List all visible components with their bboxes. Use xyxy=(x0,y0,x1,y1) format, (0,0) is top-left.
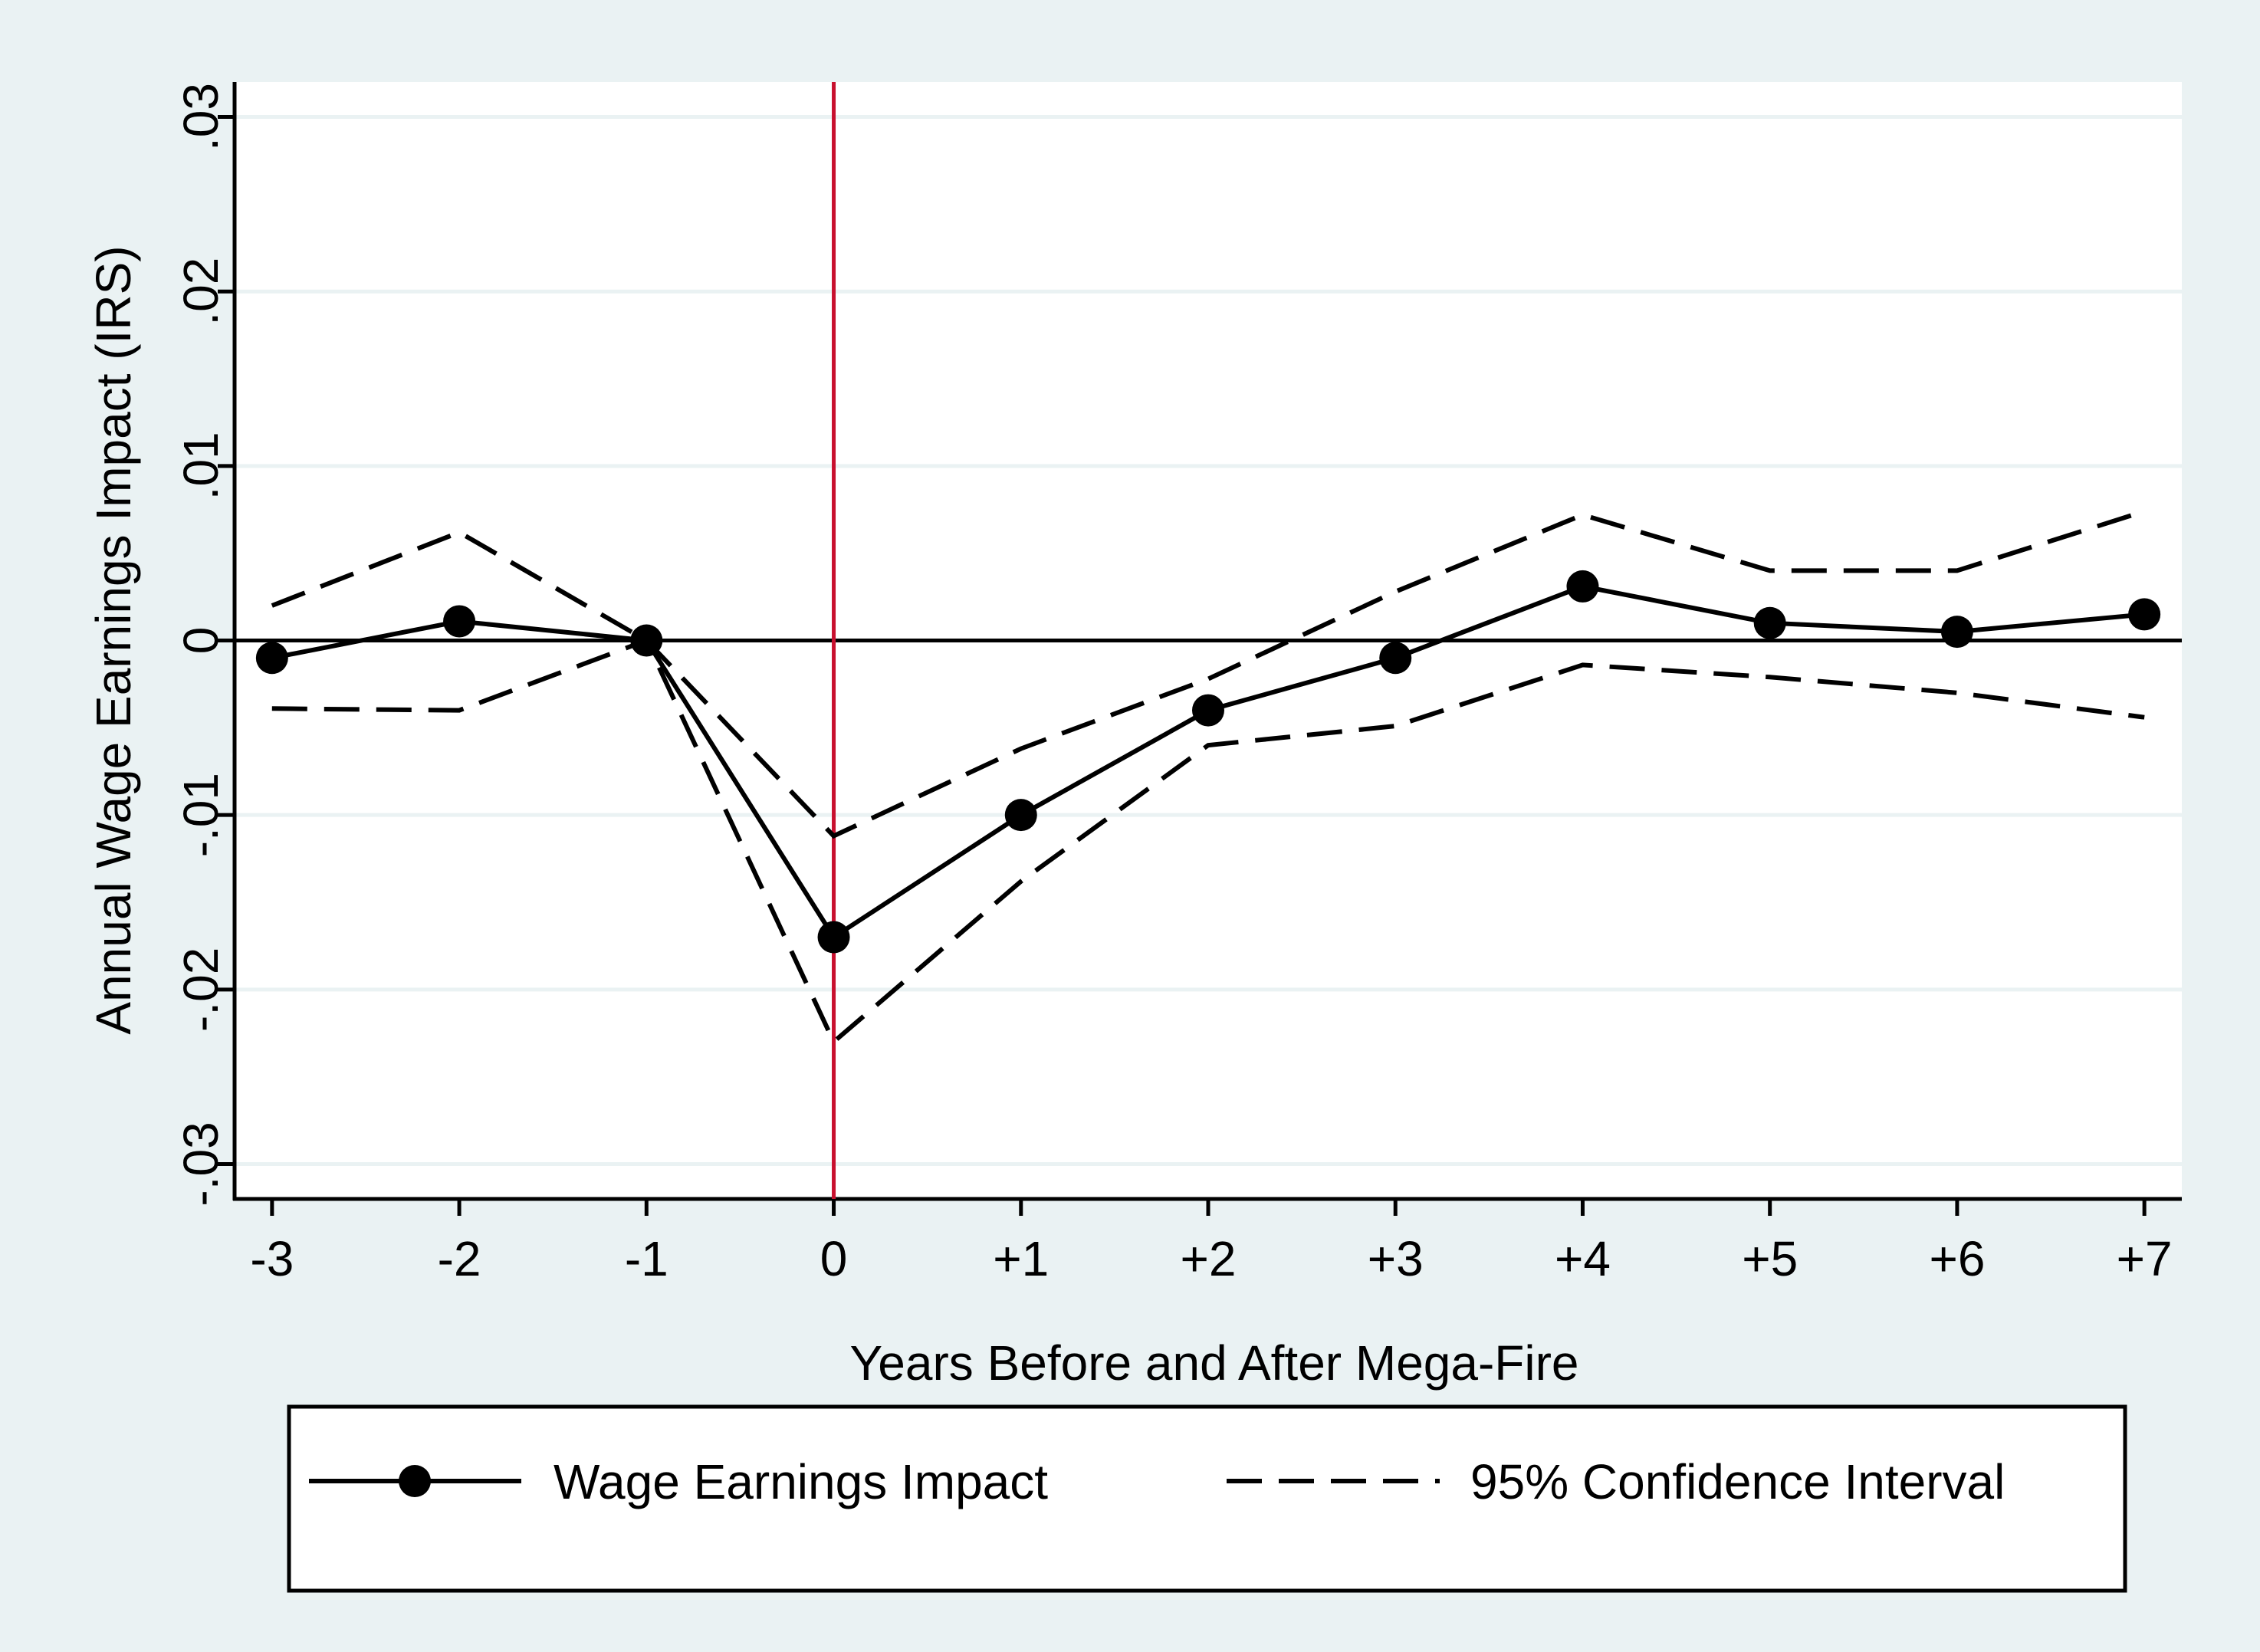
legend: Wage Earnings Impact 95% Confidence Inte… xyxy=(287,1404,2127,1593)
y-tick-label: -.03 xyxy=(173,1122,228,1206)
impact-point xyxy=(1192,694,1224,727)
legend-box xyxy=(287,1404,2127,1593)
impact-point xyxy=(1004,799,1037,832)
x-tick-label: +3 xyxy=(1368,1231,1424,1286)
x-tick-labels: -3 -2 -1 0 +1 +2 +3 +4 +5 +6 +7 xyxy=(250,1231,2172,1286)
series-layer xyxy=(255,509,2161,1046)
impact-point xyxy=(817,921,850,954)
y-tick-label: .03 xyxy=(173,83,228,151)
legend-label-ci: 95% Confidence Interval xyxy=(1470,1454,2005,1509)
x-tick-label: +1 xyxy=(993,1231,1049,1286)
impact-point xyxy=(1566,570,1599,603)
ci-lower-line xyxy=(271,637,2145,1046)
x-tick-label: -1 xyxy=(625,1231,668,1286)
y-axis-title: Annual Wage Earnings Impact (IRS) xyxy=(86,245,141,1034)
impact-point xyxy=(1753,606,1786,639)
impact-point xyxy=(1379,642,1412,675)
impact-point xyxy=(1940,616,1973,649)
legend-marker xyxy=(399,1465,431,1497)
x-tick-label: -2 xyxy=(438,1231,481,1286)
y-tick-label: .02 xyxy=(173,258,228,326)
x-tick-label: 0 xyxy=(820,1231,848,1286)
impact-point xyxy=(255,642,288,675)
ci-upper-line xyxy=(271,509,2146,839)
reference-lines xyxy=(235,82,2182,1199)
x-tick-label: +7 xyxy=(2117,1231,2173,1286)
y-tick-label: 0 xyxy=(173,627,228,655)
x-tick-label: -3 xyxy=(250,1231,294,1286)
y-tick-labels: -.03 -.02 -.01 0 .01 .02 .03 xyxy=(173,83,228,1207)
x-axis-title: Years Before and After Mega-Fire xyxy=(849,1335,1578,1391)
y-tick-label: -.01 xyxy=(173,773,228,857)
x-tick-label: +6 xyxy=(1929,1231,1985,1286)
impact-point xyxy=(443,605,476,638)
x-tick-label: +4 xyxy=(1555,1231,1611,1286)
y-tick-label: -.02 xyxy=(173,948,228,1032)
impact-point xyxy=(2128,598,2161,631)
y-tick-label: .01 xyxy=(173,432,228,500)
x-tick-label: +2 xyxy=(1181,1231,1237,1286)
x-tick-label: +5 xyxy=(1742,1231,1798,1286)
legend-label-impact: Wage Earnings Impact xyxy=(554,1454,1048,1509)
